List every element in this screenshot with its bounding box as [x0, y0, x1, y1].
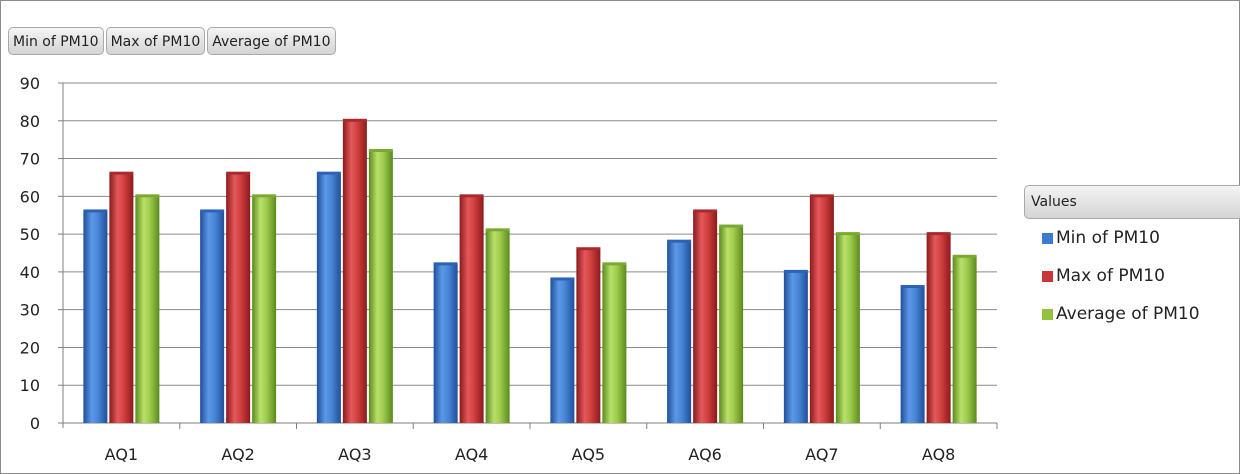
legend-label-min: Min of PM10: [1056, 228, 1160, 248]
y-tick-label: 10: [20, 376, 40, 395]
y-tick-label: 40: [20, 263, 40, 282]
bar-chart: 0 10 20 30 40 50 60 70 80 90 AQ1 AQ2 AQ3 AQ4 AQ5 AQ6 AQ7…: [20, 74, 998, 464]
bar-min-aq7: [783, 271, 808, 423]
bar-average-aq4: [485, 230, 510, 423]
field-buttons: Min of PM10 Max of PM10 Average of PM10: [8, 27, 338, 55]
x-tick-label: AQ1: [105, 445, 138, 464]
bar-cap: [135, 194, 160, 198]
y-tick-label: 0: [30, 414, 40, 433]
bar-cap: [952, 254, 977, 258]
legend-swatch-average: [1042, 308, 1053, 320]
bar-cap: [719, 224, 744, 228]
bar-max-aq5: [576, 249, 601, 423]
legend-item-average: Average of PM10: [1024, 295, 1240, 333]
bar-cap: [252, 194, 277, 198]
bar-cap: [459, 194, 484, 198]
y-tick-label: 50: [20, 225, 40, 244]
bar-cap: [602, 262, 627, 266]
bar-average-aq3: [368, 151, 393, 423]
bar-min-aq8: [900, 287, 925, 423]
bar-max-aq8: [926, 234, 951, 423]
bar-cap: [200, 209, 225, 213]
bar-min-aq2: [200, 211, 225, 423]
bar-cap: [835, 232, 860, 236]
bar-max-aq6: [693, 211, 718, 423]
bar-max-aq7: [809, 196, 834, 423]
x-tick-label: AQ5: [572, 445, 605, 464]
field-button-average[interactable]: Average of PM10: [207, 27, 336, 55]
bar-cap: [316, 171, 341, 175]
bar-cap: [576, 247, 601, 251]
legend-swatch-min: [1042, 232, 1053, 244]
bar-max-aq2: [226, 173, 251, 423]
bar-cap: [368, 149, 393, 152]
bar-max-aq4: [459, 196, 484, 423]
bar-min-aq5: [550, 279, 575, 423]
bar-average-aq7: [835, 234, 860, 423]
bar-min-aq4: [433, 264, 458, 423]
field-button-max[interactable]: Max of PM10: [105, 27, 206, 55]
bar-min-aq6: [667, 241, 692, 423]
bar-average-aq6: [719, 226, 744, 423]
bar-min-aq1: [83, 211, 108, 423]
bar-cap: [109, 171, 134, 175]
x-tick-label: AQ6: [688, 445, 721, 464]
bar-cap: [342, 118, 367, 122]
y-tick-label: 30: [20, 301, 40, 320]
bar-average-aq5: [602, 264, 627, 423]
y-tick-label: 60: [20, 187, 40, 206]
legend-label-max: Max of PM10: [1056, 266, 1165, 286]
y-tick-label: 90: [20, 74, 40, 93]
bar-cap: [226, 171, 251, 175]
bar-min-aq3: [316, 173, 341, 423]
legend-item-max: Max of PM10: [1024, 257, 1240, 295]
bar-cap: [693, 209, 718, 213]
y-tick-label: 70: [20, 150, 40, 169]
x-tick-label: AQ3: [338, 445, 371, 464]
x-tick-label: AQ7: [805, 445, 838, 464]
x-tick-label: AQ8: [922, 445, 955, 464]
legend-label-average: Average of PM10: [1056, 304, 1200, 324]
bar-cap: [667, 239, 692, 243]
legend-swatch-max: [1042, 270, 1053, 282]
legend: Values Min of PM10 Max of PM10 Average o…: [1024, 185, 1240, 333]
bar-cap: [433, 262, 458, 266]
x-tick-label: AQ4: [455, 445, 488, 464]
legend-item-min: Min of PM10: [1024, 219, 1240, 257]
bar-cap: [926, 232, 951, 236]
bar-cap: [900, 285, 925, 288]
legend-title[interactable]: Values: [1024, 185, 1240, 219]
field-button-min[interactable]: Min of PM10: [8, 27, 104, 55]
bar-cap: [485, 228, 510, 232]
y-tick-label: 80: [20, 112, 40, 131]
bar-max-aq1: [109, 173, 134, 423]
bar-cap: [83, 209, 108, 213]
bar-max-aq3: [342, 120, 367, 424]
bar-average-aq1: [135, 196, 160, 423]
y-tick-label: 20: [20, 338, 40, 357]
bar-cap: [550, 277, 575, 281]
bar-average-aq2: [252, 196, 277, 423]
bar-average-aq8: [952, 256, 977, 423]
x-tick-label: AQ2: [221, 445, 254, 464]
bar-cap: [783, 269, 808, 273]
bar-cap: [809, 194, 834, 198]
